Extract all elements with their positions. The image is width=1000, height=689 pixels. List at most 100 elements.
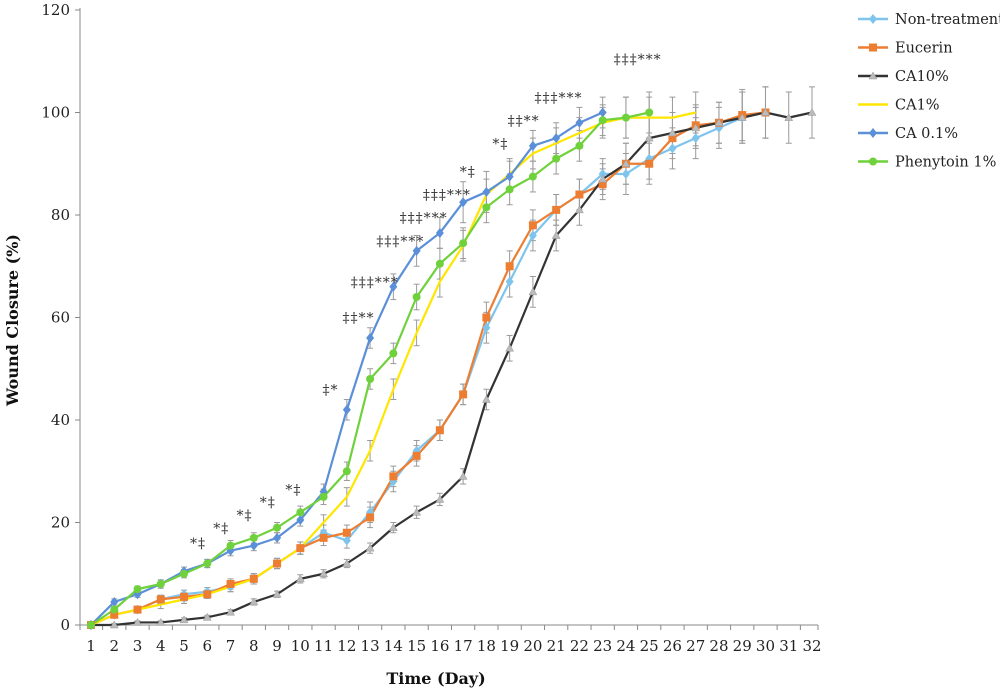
data-point	[110, 596, 119, 607]
data-point	[156, 595, 165, 604]
series-line	[90, 111, 696, 627]
data-point	[868, 71, 878, 80]
data-point	[180, 592, 189, 601]
x-tick-label: 28	[709, 637, 728, 655]
significance-marker: ‡‡‡***	[614, 52, 662, 68]
significance-marker: *‡	[285, 482, 301, 498]
x-tick-label: 18	[477, 637, 496, 655]
data-point	[552, 133, 561, 144]
data-point	[296, 508, 305, 517]
data-point	[110, 610, 119, 619]
data-point	[180, 569, 189, 578]
x-tick-label: 14	[384, 637, 403, 655]
data-point	[179, 615, 189, 624]
x-tick-label: 22	[570, 637, 589, 655]
x-tick-label: 2	[109, 637, 119, 655]
data-point	[598, 116, 607, 125]
significance-marker: *‡	[237, 508, 253, 524]
data-point	[807, 107, 817, 116]
data-point	[412, 451, 421, 460]
data-point	[621, 113, 630, 122]
data-point	[133, 605, 142, 614]
data-point	[319, 533, 328, 542]
data-point	[226, 580, 235, 588]
data-point	[761, 107, 770, 116]
data-point	[528, 230, 537, 241]
data-point	[645, 108, 654, 117]
data-point	[388, 523, 398, 531]
significance-annotations: *‡ *‡ *‡ *‡ *‡ ‡* ‡‡** ‡‡‡*** ‡‡‡*** ‡‡‡*** ‡‡‡***…	[190, 52, 662, 552]
y-tick-label: 40	[51, 411, 70, 429]
data-point	[273, 523, 282, 532]
data-point	[552, 205, 561, 214]
data-point	[366, 375, 375, 383]
data-point	[575, 117, 584, 128]
data-point	[342, 558, 352, 567]
legend-label: CA1%	[895, 98, 940, 114]
data-point	[598, 174, 608, 183]
data-point	[295, 574, 305, 583]
data-point	[156, 617, 166, 626]
data-point	[412, 507, 422, 516]
data-point	[528, 140, 537, 151]
x-tick-label: 21	[547, 637, 566, 655]
data-point	[226, 607, 235, 616]
x-tick-label: 26	[663, 637, 682, 655]
data-point	[621, 169, 630, 179]
data-point	[87, 621, 95, 629]
significance-marker: *‡	[260, 495, 276, 511]
data-point	[389, 349, 398, 358]
x-tick-label: 29	[733, 637, 752, 655]
y-tick-label: 100	[41, 104, 70, 122]
y-tick-label: 80	[51, 206, 70, 224]
data-point	[459, 239, 468, 248]
y-tick-label: 60	[51, 309, 70, 327]
data-point	[574, 205, 584, 214]
x-tick-label: 10	[291, 637, 310, 655]
data-point	[459, 197, 468, 208]
data-point	[273, 532, 282, 543]
significance-marker: *‡	[492, 136, 508, 152]
data-point	[319, 569, 329, 577]
x-tick-label: 20	[523, 637, 542, 655]
data-point	[389, 281, 398, 292]
data-point	[869, 157, 877, 166]
data-point	[598, 180, 607, 189]
data-point	[505, 185, 514, 194]
data-point	[869, 43, 877, 52]
data-point	[691, 133, 700, 144]
x-tick-label: 8	[249, 637, 259, 655]
data-point	[482, 313, 491, 322]
data-point	[365, 543, 375, 552]
x-tick-label: 23	[593, 637, 612, 655]
significance-marker: ‡*	[323, 382, 339, 398]
x-tick-label: 9	[272, 637, 282, 655]
significance-marker: *‡	[190, 536, 206, 552]
legend-label: CA 0.1%	[895, 126, 958, 142]
data-point	[342, 467, 351, 476]
data-point	[598, 107, 607, 118]
legend-label: Non-treatment	[895, 12, 1000, 28]
x-tick-label: 5	[179, 637, 189, 655]
significance-marker: *‡	[460, 165, 476, 181]
x-tick-label: 7	[226, 637, 236, 655]
data-point	[505, 171, 514, 182]
data-point	[110, 605, 119, 614]
data-point	[598, 169, 607, 179]
x-tick-label: 12	[337, 637, 356, 655]
data-point	[714, 118, 724, 126]
data-point	[505, 343, 515, 352]
data-point	[482, 322, 491, 333]
legend-label: Eucerin	[895, 41, 953, 57]
data-point	[435, 227, 444, 238]
significance-marker: ‡‡‡***	[534, 90, 582, 106]
x-tick-label: 25	[640, 637, 659, 655]
data-point	[691, 123, 701, 132]
data-point	[156, 580, 165, 588]
data-point	[412, 245, 421, 256]
data-point	[342, 535, 351, 546]
data-point	[668, 143, 677, 154]
data-point	[505, 276, 514, 287]
data-point	[575, 141, 584, 150]
